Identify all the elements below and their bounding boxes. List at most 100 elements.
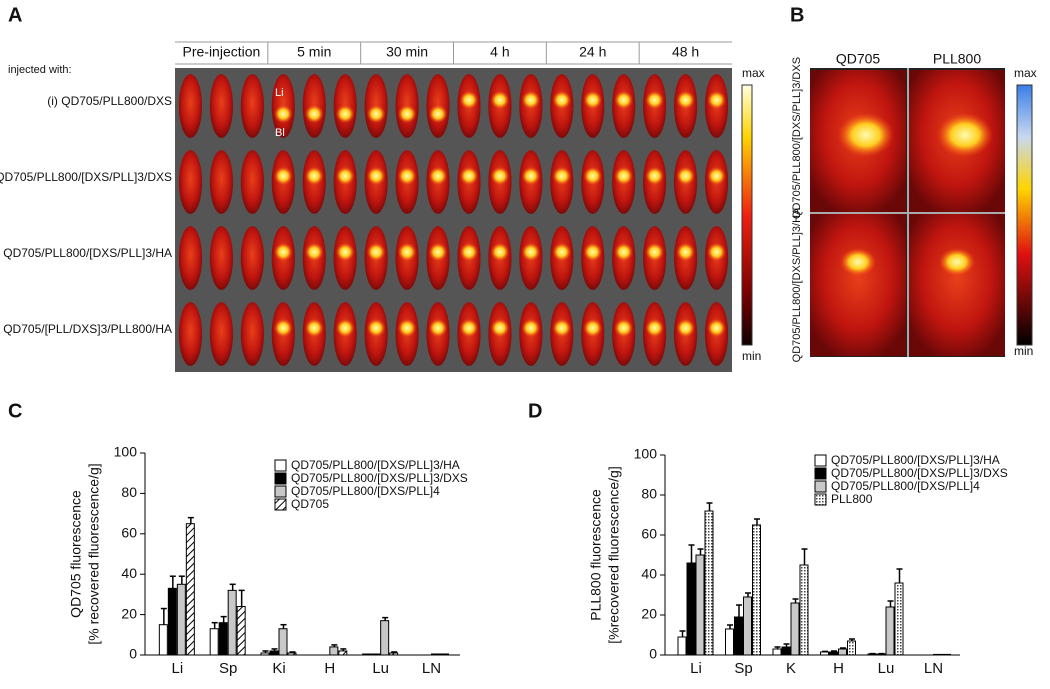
signal <box>490 90 510 110</box>
bar <box>942 653 951 656</box>
legend-swatch <box>274 459 287 472</box>
bar <box>734 616 743 656</box>
bar <box>894 582 904 656</box>
bar <box>790 602 800 656</box>
row-label: QD705/PLL800/[DXS/PLL]3/DXS <box>791 57 803 219</box>
legend-label: QD705/PLL800/[DXS/PLL]4 <box>291 484 440 498</box>
signal <box>521 166 541 186</box>
bar <box>799 564 809 656</box>
x-tick-label: Lu <box>878 660 895 677</box>
signal <box>614 166 633 186</box>
y-tick-label: 20 <box>121 605 137 621</box>
signal <box>397 318 417 338</box>
x-tick-label: Li <box>690 660 702 677</box>
signal <box>490 318 510 338</box>
signal <box>583 90 603 110</box>
bar <box>752 524 761 656</box>
panel-letter: C <box>8 400 22 422</box>
column-header: 24 h <box>579 44 606 60</box>
annotation: Li <box>275 87 284 99</box>
y-axis-label: QD705 fluorescence <box>68 490 84 618</box>
bar <box>158 624 168 656</box>
signal <box>676 166 695 186</box>
y-tick-label: 60 <box>121 525 137 541</box>
y-tick-label: 100 <box>114 444 138 460</box>
scale-max: max <box>742 66 765 80</box>
bar <box>269 650 279 656</box>
signal <box>645 318 664 338</box>
bar <box>185 523 195 656</box>
signal <box>335 166 355 186</box>
bar <box>338 650 348 656</box>
bar <box>380 620 390 656</box>
panel-b: B QD705 PLL800 QD705/PLL800/[DXS/PLL]3/D… <box>790 4 1037 362</box>
signal <box>614 242 633 262</box>
x-tick-label: H <box>833 660 844 677</box>
x-tick-label: Sp <box>734 660 752 677</box>
color-scale <box>1016 84 1033 346</box>
mouse-image <box>240 226 264 290</box>
legend-label: QD705/PLL800/[DXS/PLL]3/HA <box>831 453 1000 467</box>
x-tick-label: LN <box>422 660 441 677</box>
legend-label: QD705 <box>291 497 329 511</box>
signal <box>490 166 510 186</box>
signal <box>614 90 633 110</box>
column-header: 30 min <box>386 44 428 60</box>
signal <box>707 90 726 110</box>
scale-min: min <box>742 349 761 363</box>
signal <box>937 113 993 157</box>
signal <box>676 318 695 338</box>
column-header: PLL800 <box>933 51 981 67</box>
signal <box>707 318 726 338</box>
bar <box>781 646 791 656</box>
signal <box>304 104 324 124</box>
signal <box>428 104 448 124</box>
signal <box>459 166 479 186</box>
legend-swatch <box>274 472 287 485</box>
bar <box>218 622 228 656</box>
signal <box>838 113 894 157</box>
signal <box>397 242 417 262</box>
signal <box>552 166 572 186</box>
bar <box>867 653 877 656</box>
color-scale <box>741 84 753 346</box>
signal <box>521 318 541 338</box>
signal <box>645 90 664 110</box>
y-tick-label: 100 <box>634 446 658 462</box>
legend-label: QD705/PLL800/[DXS/PLL]4 <box>831 479 980 493</box>
panel-a: A injected with: max min Pre-injection 5 … <box>0 4 765 372</box>
signal <box>397 166 417 186</box>
mouse-image <box>240 150 264 214</box>
bar <box>695 554 705 656</box>
mouse-image <box>209 74 234 138</box>
y-tick-label: 40 <box>641 566 657 582</box>
column-header: 48 h <box>672 44 699 60</box>
legend-swatch <box>814 493 827 506</box>
y-axis-label: [% recovered fluorescence/g] <box>86 463 102 644</box>
bar <box>704 510 714 656</box>
mouse-image <box>209 302 234 366</box>
column-header: Pre-injection <box>183 44 261 60</box>
signal <box>707 166 726 186</box>
legend-swatch <box>274 498 287 511</box>
legend-swatch <box>274 485 287 498</box>
signal <box>645 166 664 186</box>
column-header: QD705 <box>836 51 881 67</box>
signal <box>614 318 633 338</box>
signal <box>939 248 975 276</box>
x-tick-label: K <box>786 660 796 677</box>
y-axis-label: PLL800 fluorescence <box>588 489 604 621</box>
signal <box>274 166 293 186</box>
signal <box>274 318 293 338</box>
bar <box>743 596 752 656</box>
mouse-image <box>178 226 203 290</box>
signal <box>552 318 572 338</box>
mouse-image <box>178 302 203 366</box>
mouse-image <box>178 150 203 214</box>
legend-label: QD705/PLL800/[DXS/PLL]3/DXS <box>291 471 468 485</box>
signal <box>490 242 510 262</box>
signal <box>552 242 572 262</box>
mouse-image <box>209 150 234 214</box>
signal <box>304 318 324 338</box>
column-header: 4 h <box>490 44 509 60</box>
